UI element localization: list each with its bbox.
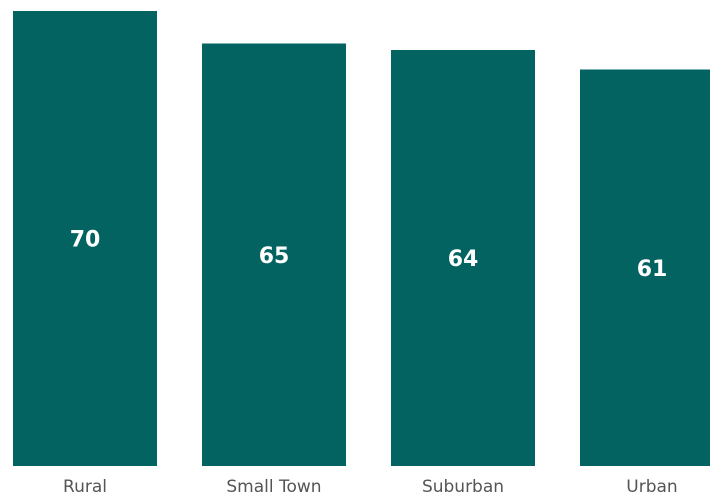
value-labels-group: 70 65 64 61	[70, 228, 668, 282]
bar-rural	[13, 11, 157, 466]
x-tick-label-urban: Urban	[626, 477, 677, 495]
data-label-small-town: 65	[259, 244, 290, 269]
data-label-urban: 61	[637, 257, 668, 282]
bar-small-town	[202, 43, 346, 466]
bars-group	[13, 11, 710, 466]
data-label-suburban: 64	[448, 247, 479, 272]
x-tick-label-rural: Rural	[63, 477, 107, 495]
bar-urban	[580, 69, 710, 466]
x-tick-label-suburban: Suburban	[422, 477, 504, 495]
data-label-rural: 70	[70, 228, 101, 253]
bar-suburban	[391, 50, 535, 466]
x-tick-labels-group: Rural Small Town Suburban Urban	[63, 477, 678, 495]
x-tick-label-small-town: Small Town	[226, 477, 321, 495]
